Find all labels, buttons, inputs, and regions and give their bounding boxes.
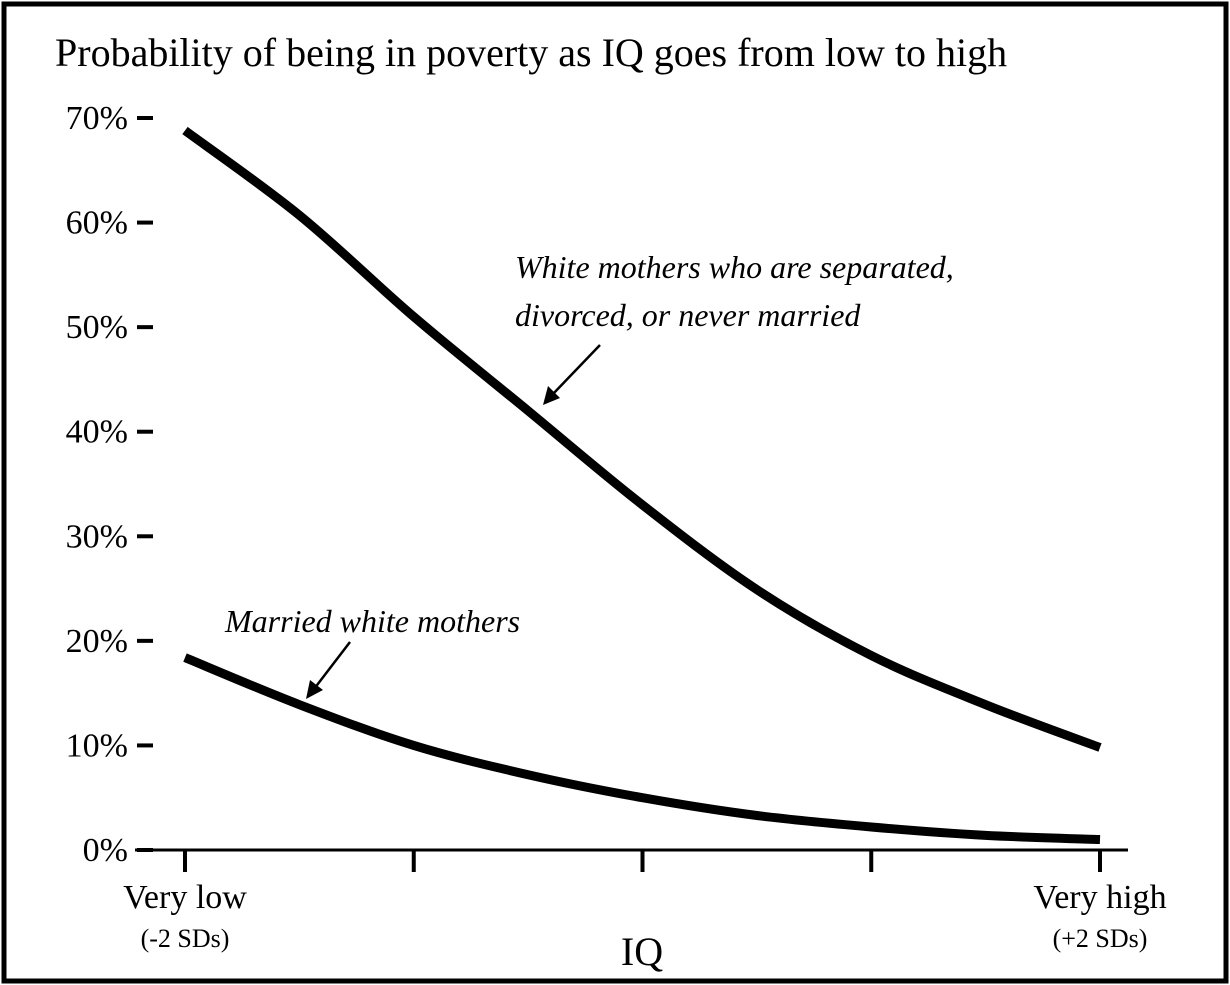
- x-axis-label: IQ: [621, 929, 663, 974]
- y-tick-label: 10%: [66, 727, 128, 764]
- y-tick-label: 30%: [66, 518, 128, 555]
- y-tick-label: 40%: [66, 414, 128, 451]
- chart-title: Probability of being in poverty as IQ go…: [55, 30, 1007, 75]
- y-tick-label: 20%: [66, 623, 128, 660]
- y-tick-label: 60%: [66, 205, 128, 242]
- y-tick-label: 70%: [66, 100, 128, 137]
- x-tick-label: Very low: [123, 879, 247, 916]
- x-tick-label: Very high: [1033, 879, 1166, 916]
- series-line: [182, 126, 1102, 752]
- y-tick-label: 0%: [83, 832, 128, 869]
- y-tick-label: 50%: [66, 309, 128, 346]
- annotation: divorced, or never married: [515, 297, 861, 333]
- x-tick-sublabel: (-2 SDs): [141, 924, 230, 953]
- annotation: White mothers who are separated,: [515, 249, 954, 285]
- annotation: Married white mothers: [224, 603, 520, 639]
- annotation-arrow: [306, 344, 601, 699]
- series-line: [183, 653, 1101, 845]
- x-tick-sublabel: (+2 SDs): [1053, 924, 1148, 953]
